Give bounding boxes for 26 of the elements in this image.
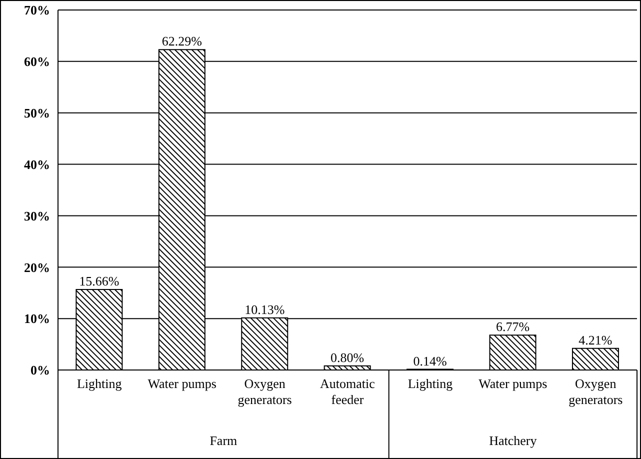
y-tick-label: 30% <box>24 208 50 224</box>
text: Farm <box>210 433 238 448</box>
data-label: 10.13% <box>244 302 285 317</box>
text: Hatchery <box>489 433 538 448</box>
x-tick-label: Water pumps <box>478 376 548 391</box>
data-label: 0.80% <box>330 350 364 365</box>
x-tick-label: Oxygen generators <box>238 376 292 407</box>
y-tick-label: 70% <box>24 2 50 18</box>
y-tick-label: 10% <box>24 311 50 326</box>
y-tick-label: 0% <box>30 362 50 378</box>
y-tick-label: 40% <box>24 156 50 172</box>
data-label: 62.29% <box>162 34 202 49</box>
y-tick-label: 60% <box>24 54 50 70</box>
x-tick-label: Water pumps <box>148 376 216 391</box>
data-label: 6.77% <box>496 319 530 334</box>
bar <box>572 348 619 370</box>
x-tick-label: Automatic feeder <box>320 376 376 407</box>
y-tick-label: 20% <box>24 260 50 275</box>
x-tick-label: Lighting <box>408 376 454 391</box>
data-label: 4.21% <box>578 332 612 348</box>
data-label: 0.14% <box>413 353 448 368</box>
bar <box>489 334 536 370</box>
x-tick-label: Oxygen generators <box>568 376 623 407</box>
data-label: 15.66% <box>79 273 120 288</box>
y-tick-label: 50% <box>24 105 50 120</box>
x-tick-label: Lighting <box>76 376 122 391</box>
